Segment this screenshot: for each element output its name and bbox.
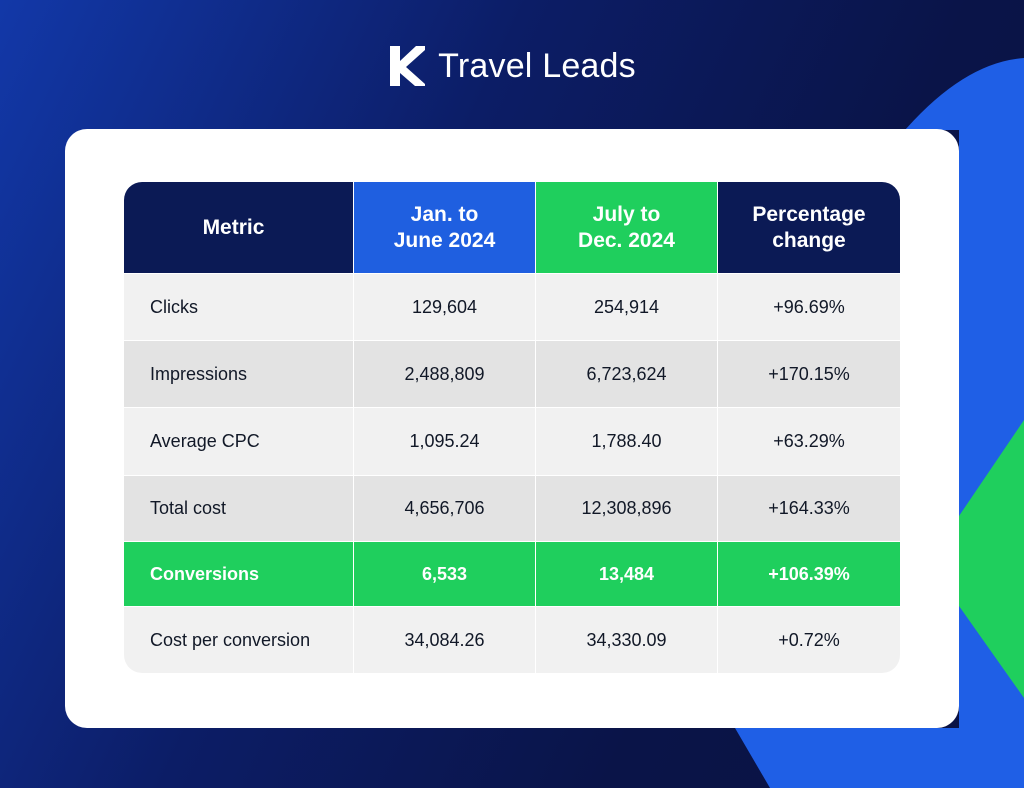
header-period2: July to Dec. 2024: [536, 182, 718, 274]
cell-period1: 129,604: [354, 274, 536, 341]
header-period2-line1: July to: [592, 202, 661, 226]
cell-change: +96.69%: [718, 274, 900, 341]
cell-change: +63.29%: [718, 408, 900, 476]
cell-period2: 34,330.09: [536, 607, 718, 673]
table-row-clicks: Clicks 129,604 254,914 +96.69%: [124, 274, 900, 341]
header-metric-label: Metric: [202, 215, 265, 239]
header-metric: Metric: [124, 182, 354, 274]
header-change: Percentage change: [718, 182, 900, 274]
metrics-table: Metric Jan. to June 2024 July to Dec. 20…: [124, 182, 900, 673]
blue-decor-shape: [735, 58, 1024, 788]
travel-leads-logo-icon: [390, 46, 426, 86]
cell-period1: 34,084.26: [354, 607, 536, 673]
table-row-cost-per-conversion: Cost per conversion 34,084.26 34,330.09 …: [124, 607, 900, 673]
header-change-line1: Percentage: [752, 202, 866, 226]
cell-change: +0.72%: [718, 607, 900, 673]
cell-metric: Impressions: [124, 341, 354, 408]
cell-metric: Average CPC: [124, 408, 354, 476]
header-period2-line2: Dec. 2024: [578, 228, 675, 252]
cell-period1: 4,656,706: [354, 476, 536, 542]
table-row-impressions: Impressions 2,488,809 6,723,624 +170.15%: [124, 341, 900, 408]
header-period1: Jan. to June 2024: [354, 182, 536, 274]
table-row-average-cpc: Average CPC 1,095.24 1,788.40 +63.29%: [124, 408, 900, 476]
green-decor-shape: [959, 420, 1024, 698]
cell-period1: 6,533: [354, 542, 536, 607]
table-card: Metric Jan. to June 2024 July to Dec. 20…: [65, 129, 959, 728]
table-row-total-cost: Total cost 4,656,706 12,308,896 +164.33%: [124, 476, 900, 542]
cell-change: +170.15%: [718, 341, 900, 408]
cell-metric: Total cost: [124, 476, 354, 542]
cell-metric: Cost per conversion: [124, 607, 354, 673]
cell-period2: 254,914: [536, 274, 718, 341]
cell-metric: Conversions: [124, 542, 354, 607]
cell-metric: Clicks: [124, 274, 354, 341]
cell-period1: 1,095.24: [354, 408, 536, 476]
header-period1-line1: Jan. to: [410, 202, 479, 226]
cell-period2: 1,788.40: [536, 408, 718, 476]
header-change-line2: change: [772, 228, 846, 252]
cell-period2: 13,484: [536, 542, 718, 607]
cell-change: +106.39%: [718, 542, 900, 607]
table-header-row: Metric Jan. to June 2024 July to Dec. 20…: [124, 182, 900, 274]
cell-change: +164.33%: [718, 476, 900, 542]
cell-period2: 12,308,896: [536, 476, 718, 542]
table-row-conversions: Conversions 6,533 13,484 +106.39%: [124, 542, 900, 607]
cell-period1: 2,488,809: [354, 341, 536, 408]
cell-period2: 6,723,624: [536, 341, 718, 408]
brand-name: Travel Leads: [438, 46, 636, 85]
brand-header: Travel Leads: [0, 44, 1024, 88]
header-period1-line2: June 2024: [393, 228, 496, 252]
